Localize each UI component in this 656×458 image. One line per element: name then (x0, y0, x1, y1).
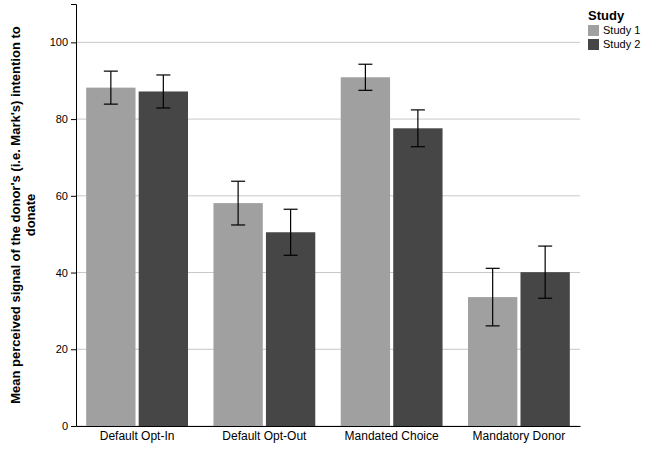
x-tick-label: Mandatory Donor (473, 429, 566, 443)
legend: StudyStudy 1 Study 2 (588, 8, 640, 50)
legend-label: Study 1 (603, 24, 640, 36)
y-tick-label: 100 (50, 36, 68, 48)
error-bar-line (238, 181, 239, 225)
error-bar-line (411, 109, 425, 110)
y-tick-label: 40 (56, 267, 68, 279)
y-axis-title-line: Mean perceived signal of the donor's (i.… (8, 26, 23, 404)
error-bar-line (104, 104, 118, 105)
x-tick: Default Opt-Out (222, 426, 307, 443)
legend-item: Study 1 (588, 24, 640, 36)
error-bar-line (156, 74, 170, 75)
bar (393, 128, 442, 426)
y-tick-mark (71, 349, 76, 350)
y-tick-mark (71, 426, 76, 427)
marks (86, 64, 570, 426)
grid (76, 42, 580, 426)
chart: 0 20 40 60 80 100 Default Opt-In Default Opt-Ou… (0, 0, 656, 458)
bar (86, 88, 135, 426)
error-bar (411, 110, 425, 147)
y-axis-line (71, 5, 77, 427)
error-bar-line (486, 325, 500, 326)
x-tick: Mandatory Donor (473, 426, 566, 443)
x-axis: Default Opt-In Default Opt-Out Mandated Ch… (77, 426, 581, 443)
error-bar (358, 64, 372, 90)
x-tick-label: Mandated Choice (345, 429, 439, 443)
error-bar (284, 209, 298, 255)
y-axis: 0 20 40 60 80 100 (50, 5, 77, 433)
y-tick-label: 80 (56, 113, 68, 125)
error-bar (156, 75, 170, 108)
y-tick-label: 60 (56, 190, 68, 202)
error-bar-line (231, 224, 245, 225)
error-bar-line (231, 181, 245, 182)
error-bar-line (538, 245, 552, 246)
x-tick-label: Default Opt-Out (222, 429, 307, 443)
error-bar-line (358, 90, 372, 91)
error-bar-line (545, 246, 546, 298)
error-bar (104, 71, 118, 104)
y-tick: 40 (56, 267, 76, 279)
legend-swatch (588, 39, 599, 50)
legend-label: Study 2 (603, 38, 640, 50)
error-bar-line (417, 110, 418, 147)
error-bar-line (163, 75, 164, 108)
error-bar-line (358, 64, 372, 65)
x-tick-label: Default Opt-In (100, 429, 175, 443)
error-bar-line (284, 209, 298, 210)
error-bar (538, 246, 552, 298)
y-axis-title: Mean perceived signal of the donor's (i.… (8, 26, 38, 404)
series (139, 75, 570, 426)
y-tick-mark (71, 273, 76, 274)
bar (341, 77, 390, 426)
error-bar-line (365, 64, 366, 90)
plot: 0 20 40 60 80 100 Default Opt-In Default Opt-Ou… (50, 5, 581, 443)
series (86, 64, 517, 426)
x-axis-line (77, 426, 581, 427)
y-tick-label: 20 (56, 343, 68, 355)
y-tick: 60 (56, 190, 76, 202)
error-bar-line (290, 209, 291, 255)
legend-item: Study 2 (588, 38, 640, 50)
bar (266, 232, 315, 426)
y-tick-mark (71, 42, 76, 43)
y-tick-mark (71, 119, 76, 120)
y-tick-mark (71, 196, 76, 197)
error-bar-line (538, 298, 552, 299)
x-tick: Mandated Choice (345, 426, 439, 443)
legend-title: Study (588, 8, 625, 23)
y-tick: 0 (62, 420, 76, 432)
y-tick-label: 0 (62, 420, 68, 432)
error-bar-line (110, 71, 111, 104)
error-bar-line (486, 268, 500, 269)
y-axis-title-line: donate (23, 194, 38, 237)
bar (213, 203, 262, 426)
error-bar (231, 181, 245, 225)
error-bar-line (104, 71, 118, 72)
y-tick: 100 (50, 36, 76, 48)
error-bar-line (156, 107, 170, 108)
y-tick: 80 (56, 113, 76, 125)
x-tick: Default Opt-In (100, 426, 175, 443)
grid-line (76, 42, 580, 43)
error-bar-line (284, 255, 298, 256)
y-tick: 20 (56, 343, 76, 355)
error-bar-line (492, 268, 493, 326)
bar (139, 91, 188, 426)
error-bar-line (411, 146, 425, 147)
error-bar (486, 268, 500, 326)
legend-swatch (588, 25, 599, 36)
